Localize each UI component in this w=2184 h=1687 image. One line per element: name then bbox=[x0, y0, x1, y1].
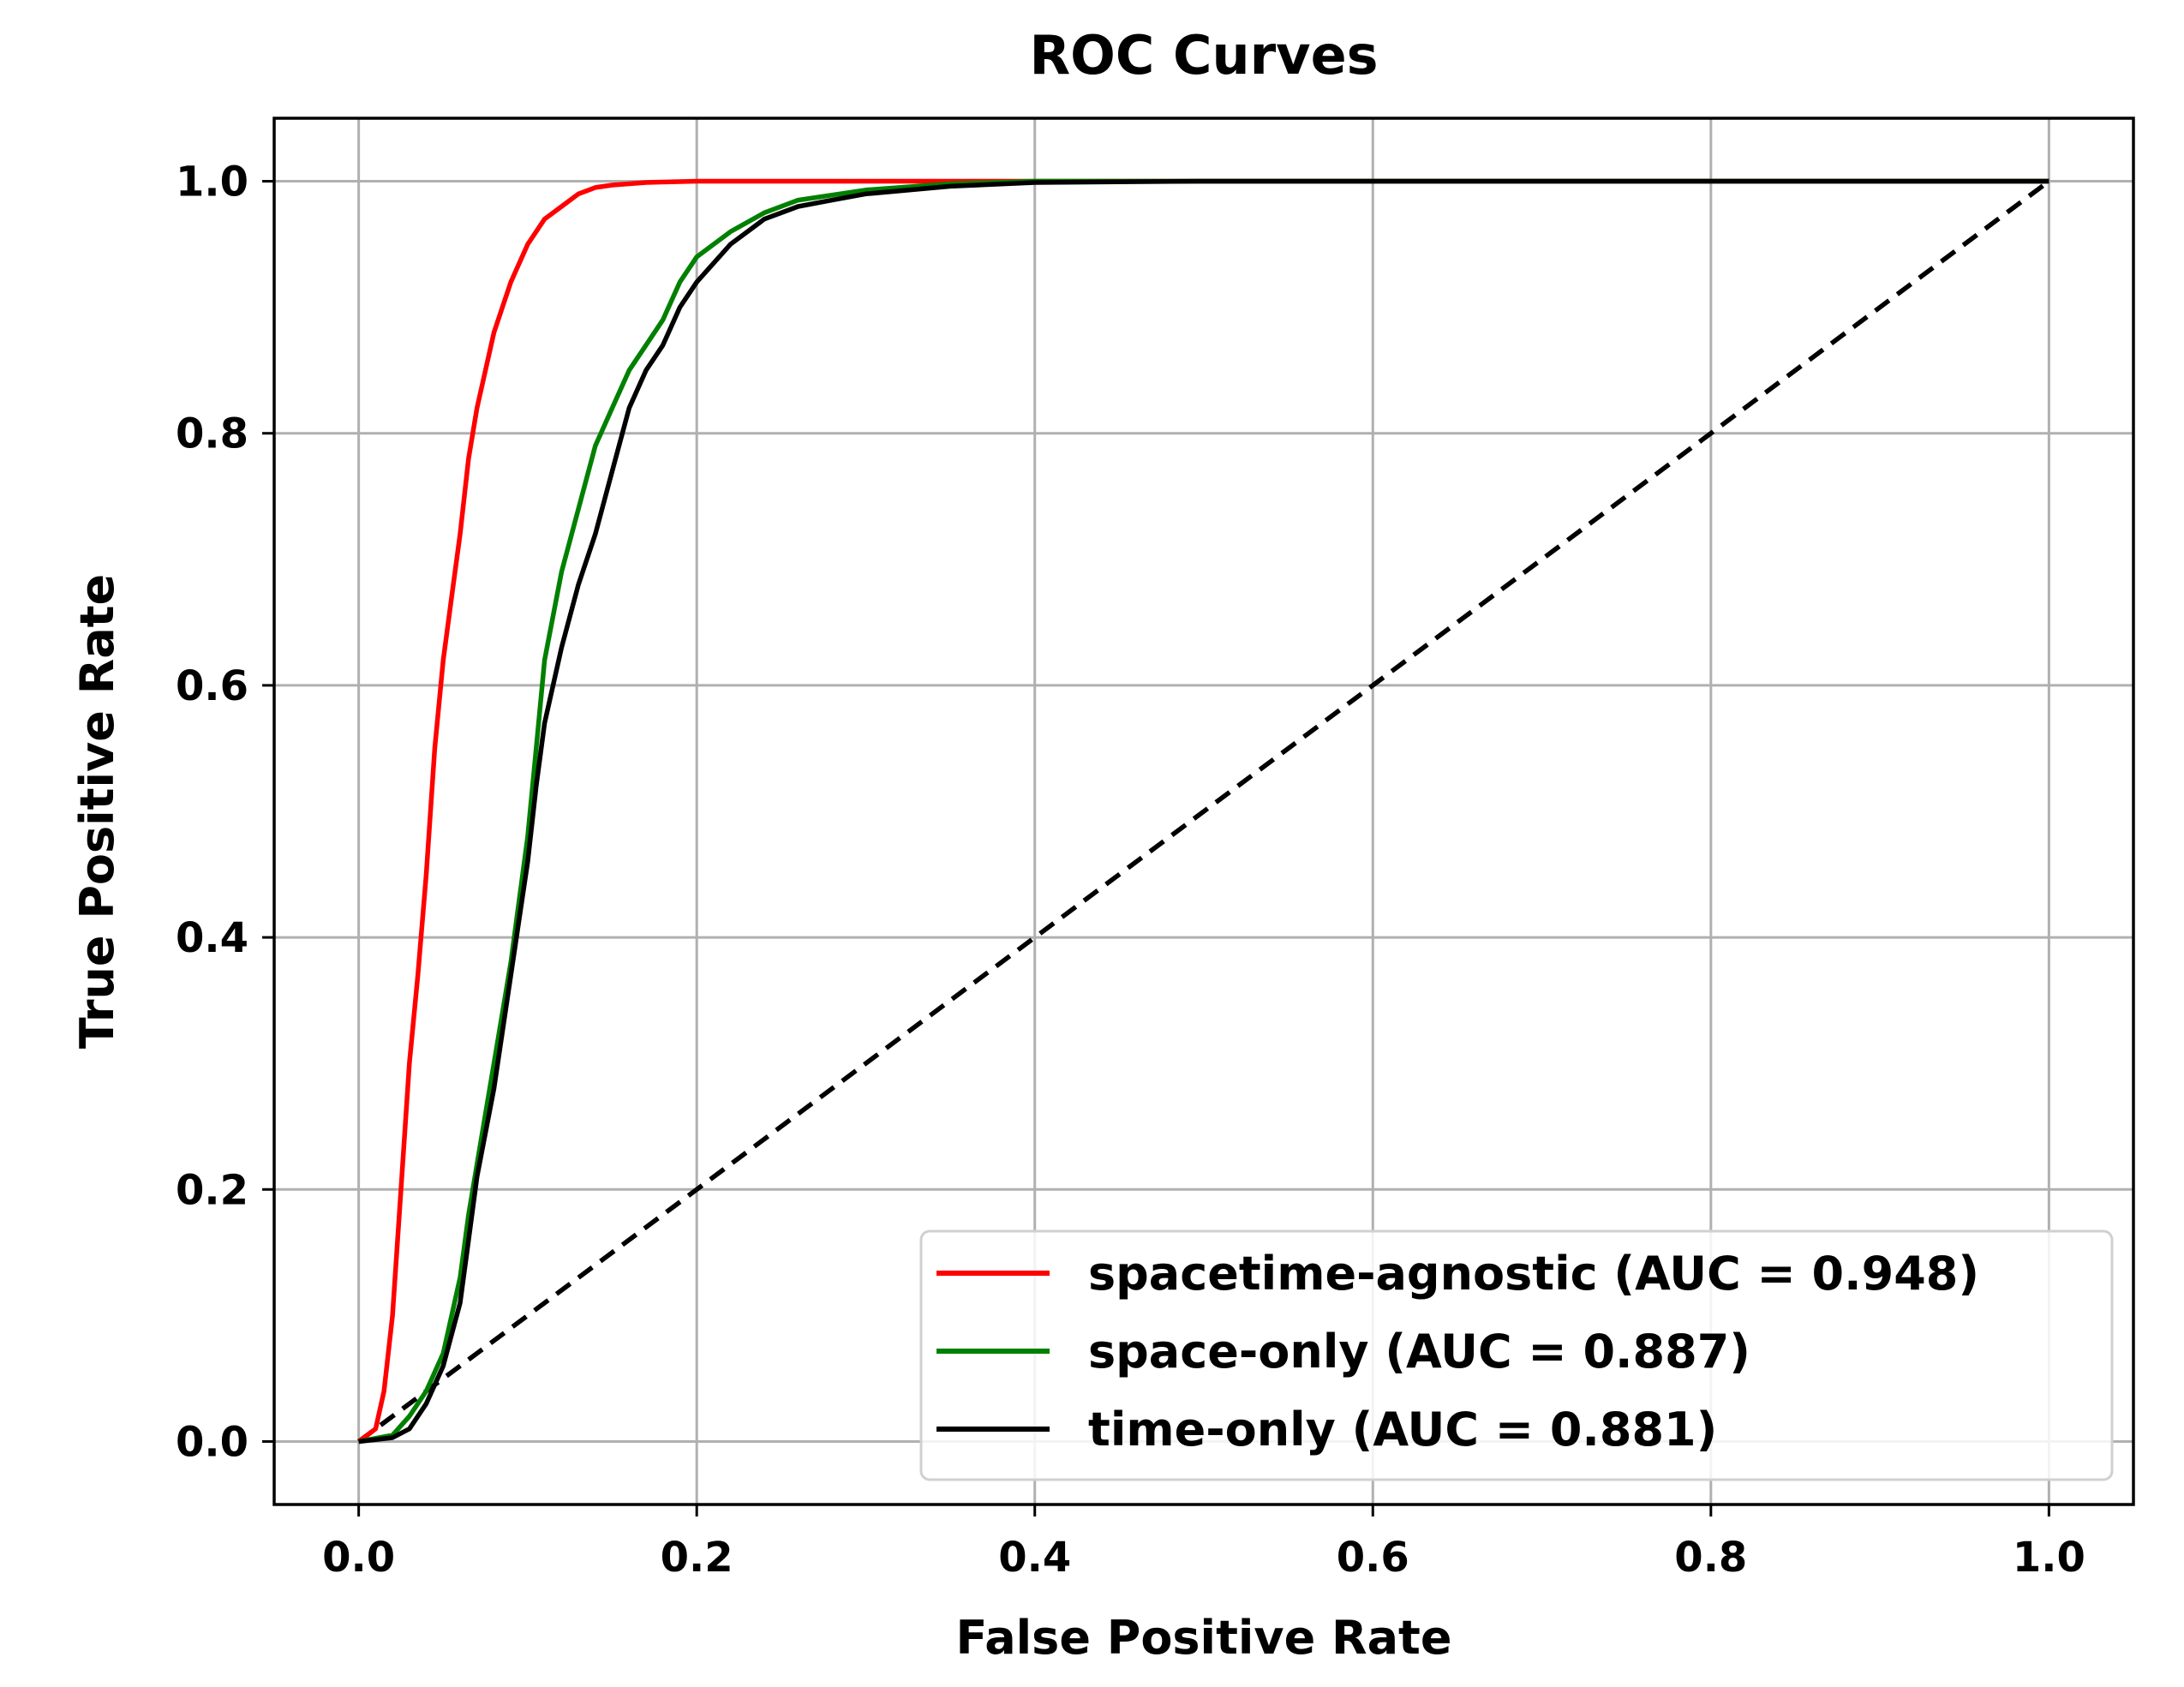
y-tick-label: 0.4 bbox=[176, 914, 248, 962]
x-axis-label: False Positive Rate bbox=[956, 1611, 1452, 1665]
y-tick-label: 0.6 bbox=[176, 662, 248, 710]
x-tick-label: 0.2 bbox=[661, 1534, 733, 1582]
x-tick-label: 0.6 bbox=[1337, 1534, 1409, 1582]
series-line-1 bbox=[358, 178, 2049, 1445]
legend: spacetime-agnostic (AUC = 0.948) space-on… bbox=[919, 1229, 2114, 1481]
x-tick-label: 1.0 bbox=[2013, 1534, 2085, 1582]
series-line-0 bbox=[356, 178, 2049, 1444]
y-axis-label: True Positive Rate bbox=[70, 574, 124, 1049]
legend-label: spacetime-agnostic (AUC = 0.948) bbox=[1088, 1247, 1979, 1301]
grid-layer bbox=[274, 118, 2133, 1505]
ticks-layer: 0.0 0.2 0.4 0.6 0.8 1.0 0.0 0.2 0.4 0.6 0.8 1.0 bbox=[176, 159, 2085, 1582]
legend-label: time-only (AUC = 0.881) bbox=[1088, 1403, 1717, 1457]
y-tick-label: 0.0 bbox=[176, 1418, 248, 1466]
series-line-2 bbox=[358, 178, 2049, 1445]
legend-label: space-only (AUC = 0.887) bbox=[1088, 1325, 1750, 1379]
x-tick-label: 0.8 bbox=[1674, 1534, 1747, 1582]
legend-box bbox=[919, 1229, 2114, 1481]
y-tick-label: 0.2 bbox=[176, 1166, 248, 1214]
chance-diagonal-line bbox=[356, 179, 2051, 1444]
plot-frame bbox=[272, 117, 2135, 1506]
chart-title: ROC Curves bbox=[1029, 24, 1378, 87]
x-tick-label: 0.4 bbox=[998, 1534, 1071, 1582]
series-layer bbox=[356, 178, 2051, 1445]
x-tick-label: 0.0 bbox=[322, 1534, 395, 1582]
y-tick-label: 0.8 bbox=[176, 410, 248, 458]
y-tick-label: 1.0 bbox=[176, 159, 248, 206]
